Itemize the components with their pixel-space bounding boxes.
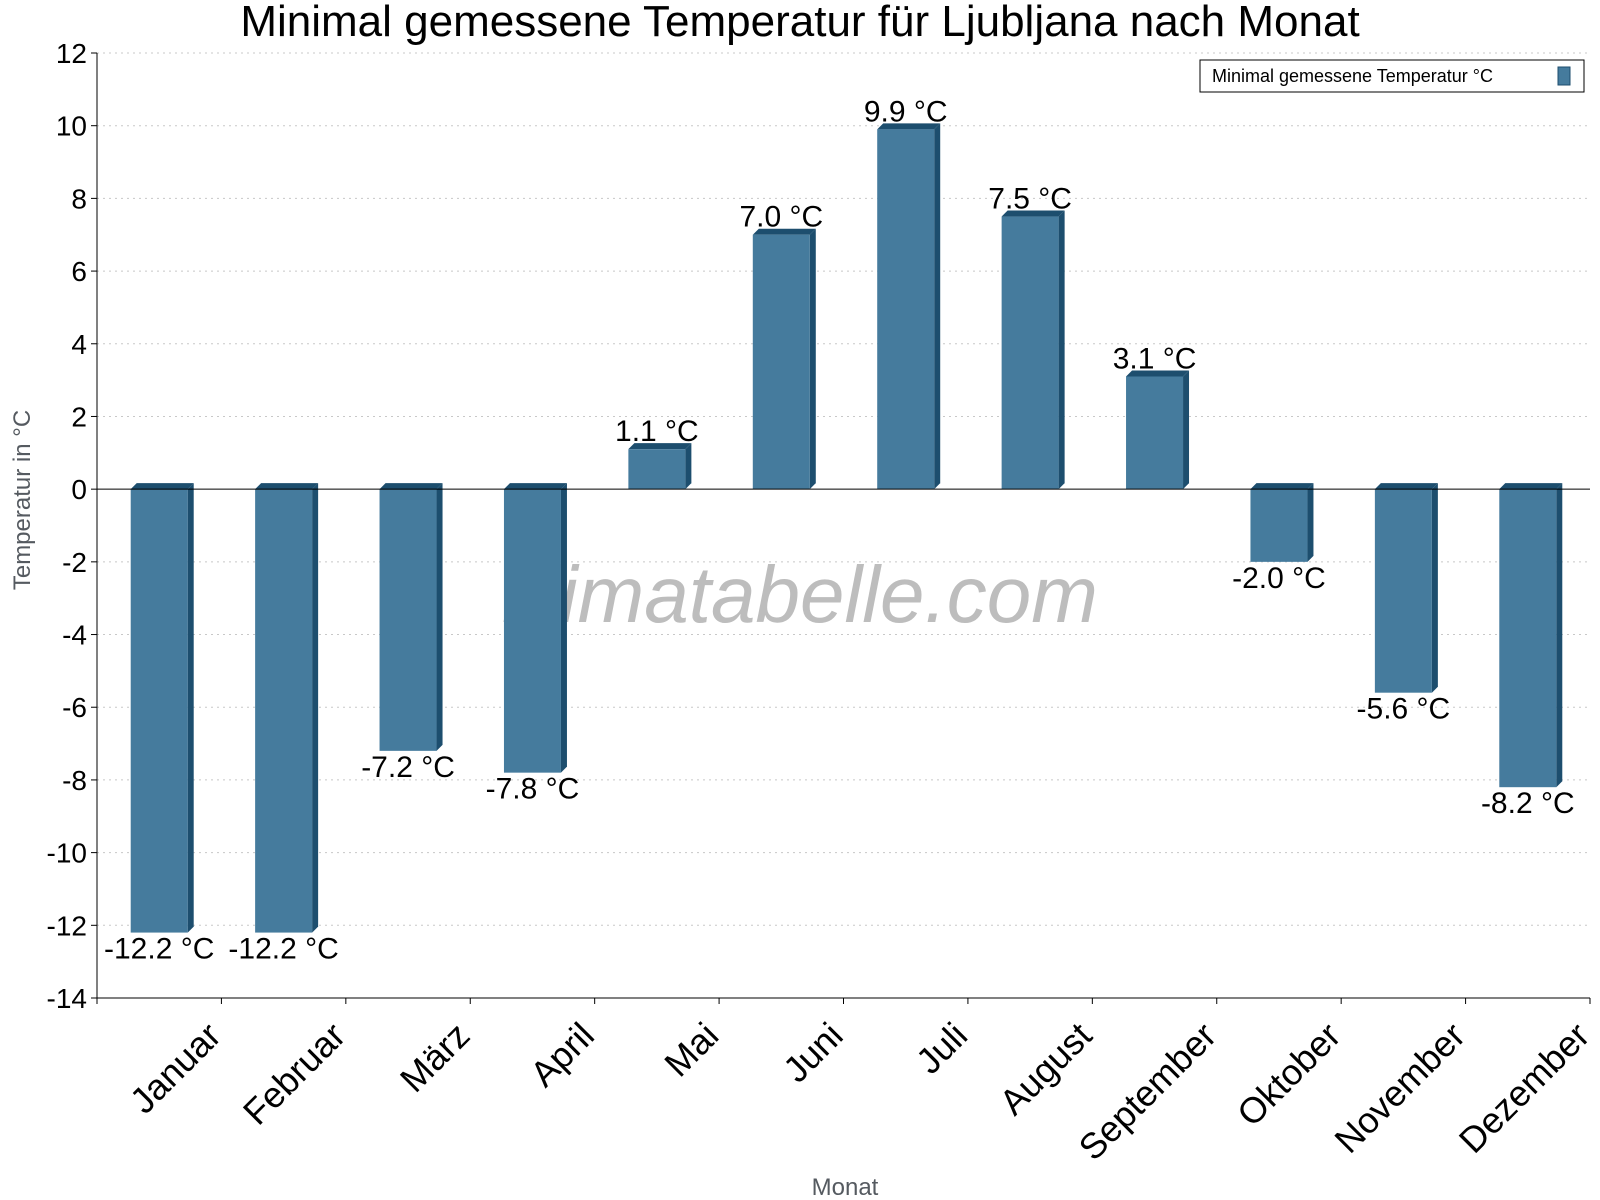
- watermark: klimatabelle.com: [502, 550, 1098, 639]
- y-tick-label-5: 2: [71, 401, 87, 432]
- bar-top-4: [503, 483, 567, 490]
- y-tick-label-10: -8: [62, 765, 87, 796]
- bar-top-8: [1001, 210, 1065, 217]
- bar-side-6: [809, 228, 816, 490]
- bar-front-8: [1001, 216, 1059, 490]
- gridlines: [97, 52, 1590, 999]
- bar-side-10: [1307, 483, 1314, 562]
- bar-8: [1001, 210, 1065, 490]
- y-tick-label-3: 6: [71, 256, 87, 287]
- bar-3: [379, 483, 443, 751]
- x-tick-label-11: November: [1326, 1014, 1472, 1160]
- data-label-4: -7.8 °C: [486, 773, 580, 806]
- y-tick-label-1: 10: [56, 111, 87, 142]
- bar-top-11: [1374, 483, 1438, 490]
- y-tick-label-2: 8: [71, 183, 87, 214]
- bar-front-2: [255, 489, 313, 933]
- bar-side-1: [187, 483, 194, 933]
- x-tick-label-10: Oktober: [1229, 1014, 1349, 1134]
- bar-front-6: [752, 234, 810, 490]
- bar-top-2: [255, 483, 319, 490]
- bar-side-9: [1183, 370, 1190, 490]
- chart-title: Minimal gemessene Temperatur für Ljublja…: [240, 0, 1359, 46]
- bar-top-5: [628, 443, 692, 450]
- bar-front-7: [877, 129, 935, 490]
- y-tick-label-9: -6: [62, 692, 87, 723]
- y-tick-label-4: 4: [71, 329, 87, 360]
- bar-front-1: [130, 489, 188, 933]
- y-axis-label: Temperatur in °C: [9, 410, 36, 590]
- y-axis-ticks: 12 10 8 6 4 2 0 -2 -4 -6 -8 -10 -12 -14: [47, 38, 97, 1014]
- y-tick-label-0: 12: [56, 38, 87, 69]
- x-tick-label-2: Februar: [235, 1014, 353, 1132]
- data-label-11: -5.6 °C: [1357, 693, 1451, 726]
- bar-side-7: [934, 123, 941, 490]
- bar-2: [255, 483, 319, 933]
- bar-side-11: [1431, 483, 1438, 693]
- x-tick-label-7: Juli: [908, 1014, 975, 1081]
- bar-6: [752, 228, 816, 490]
- bar-front-3: [379, 489, 437, 751]
- x-axis-label: Monat: [812, 1174, 879, 1200]
- bar-10: [1250, 483, 1314, 562]
- bar-top-12: [1499, 483, 1563, 490]
- x-tick-label-5: Mai: [656, 1014, 726, 1084]
- x-axis-ticks: Januar Februar März April Mai Juni Juli AugustS…: [96, 998, 1597, 1168]
- bar-front-4: [503, 489, 561, 773]
- bar-side-2: [312, 483, 319, 933]
- y-tick-label-12: -12: [47, 910, 87, 941]
- data-label-5: 1.1 °C: [615, 415, 699, 448]
- data-label-2: -12.2 °C: [228, 933, 338, 966]
- bar-side-4: [560, 483, 567, 773]
- y-tick-label-13: -14: [47, 983, 87, 1014]
- bar-9: [1126, 370, 1190, 490]
- y-tick-label-6: 0: [71, 474, 87, 505]
- y-tick-label-7: -2: [62, 547, 87, 578]
- legend: Minimal gemessene Temperatur °C: [1199, 59, 1585, 93]
- bar-top-6: [752, 228, 816, 235]
- y-tick-label-8: -4: [62, 620, 87, 651]
- bar-top-1: [130, 483, 194, 490]
- bar-front-11: [1374, 489, 1432, 693]
- data-label-7: 9.9 °C: [864, 95, 948, 128]
- bar-front-10: [1250, 489, 1308, 562]
- bar-12: [1499, 483, 1563, 788]
- x-tick-label-12: Dezember: [1451, 1014, 1597, 1160]
- bar-side-8: [1058, 210, 1065, 490]
- bar-front-9: [1126, 376, 1184, 490]
- bar-front-5: [628, 449, 686, 490]
- data-label-9: 3.1 °C: [1113, 342, 1197, 375]
- legend-swatch: [1557, 66, 1571, 86]
- bar-11: [1374, 483, 1438, 693]
- x-tick-label-1: Januar: [122, 1014, 229, 1121]
- legend-entry-label: Minimal gemessene Temperatur °C: [1212, 66, 1493, 86]
- bar-4: [503, 483, 567, 773]
- bar-top-7: [877, 123, 941, 130]
- bar-side-3: [436, 483, 443, 751]
- bar-top-9: [1126, 370, 1190, 377]
- data-label-6: 7.0 °C: [739, 201, 823, 234]
- x-tick-label-3: März: [392, 1014, 478, 1100]
- legend-box: [1199, 59, 1585, 93]
- bar-7: [877, 123, 941, 490]
- x-tick-label-6: Juni: [775, 1014, 851, 1090]
- data-labels: -12.2 °C -12.2 °C -7.2 °C -7.8 °C 1.1 °C 7.0 …: [104, 95, 1575, 965]
- data-label-1: -12.2 °C: [104, 933, 214, 966]
- y-tick-label-11: -10: [47, 838, 87, 869]
- data-label-8: 7.5 °C: [988, 183, 1072, 216]
- bar-top-10: [1250, 483, 1314, 490]
- bar-1: [130, 483, 194, 933]
- data-label-10: -2.0 °C: [1232, 562, 1326, 595]
- data-label-3: -7.2 °C: [361, 751, 455, 784]
- x-tick-label-4: April: [522, 1014, 602, 1094]
- bar-side-12: [1556, 483, 1563, 788]
- bar-5: [628, 443, 692, 490]
- data-label-12: -8.2 °C: [1481, 787, 1575, 820]
- x-tick-label-8: August: [991, 1014, 1099, 1122]
- bar-side-5: [685, 443, 692, 490]
- bars: [130, 123, 1563, 933]
- bar-top-3: [379, 483, 443, 490]
- bar-front-12: [1499, 489, 1557, 788]
